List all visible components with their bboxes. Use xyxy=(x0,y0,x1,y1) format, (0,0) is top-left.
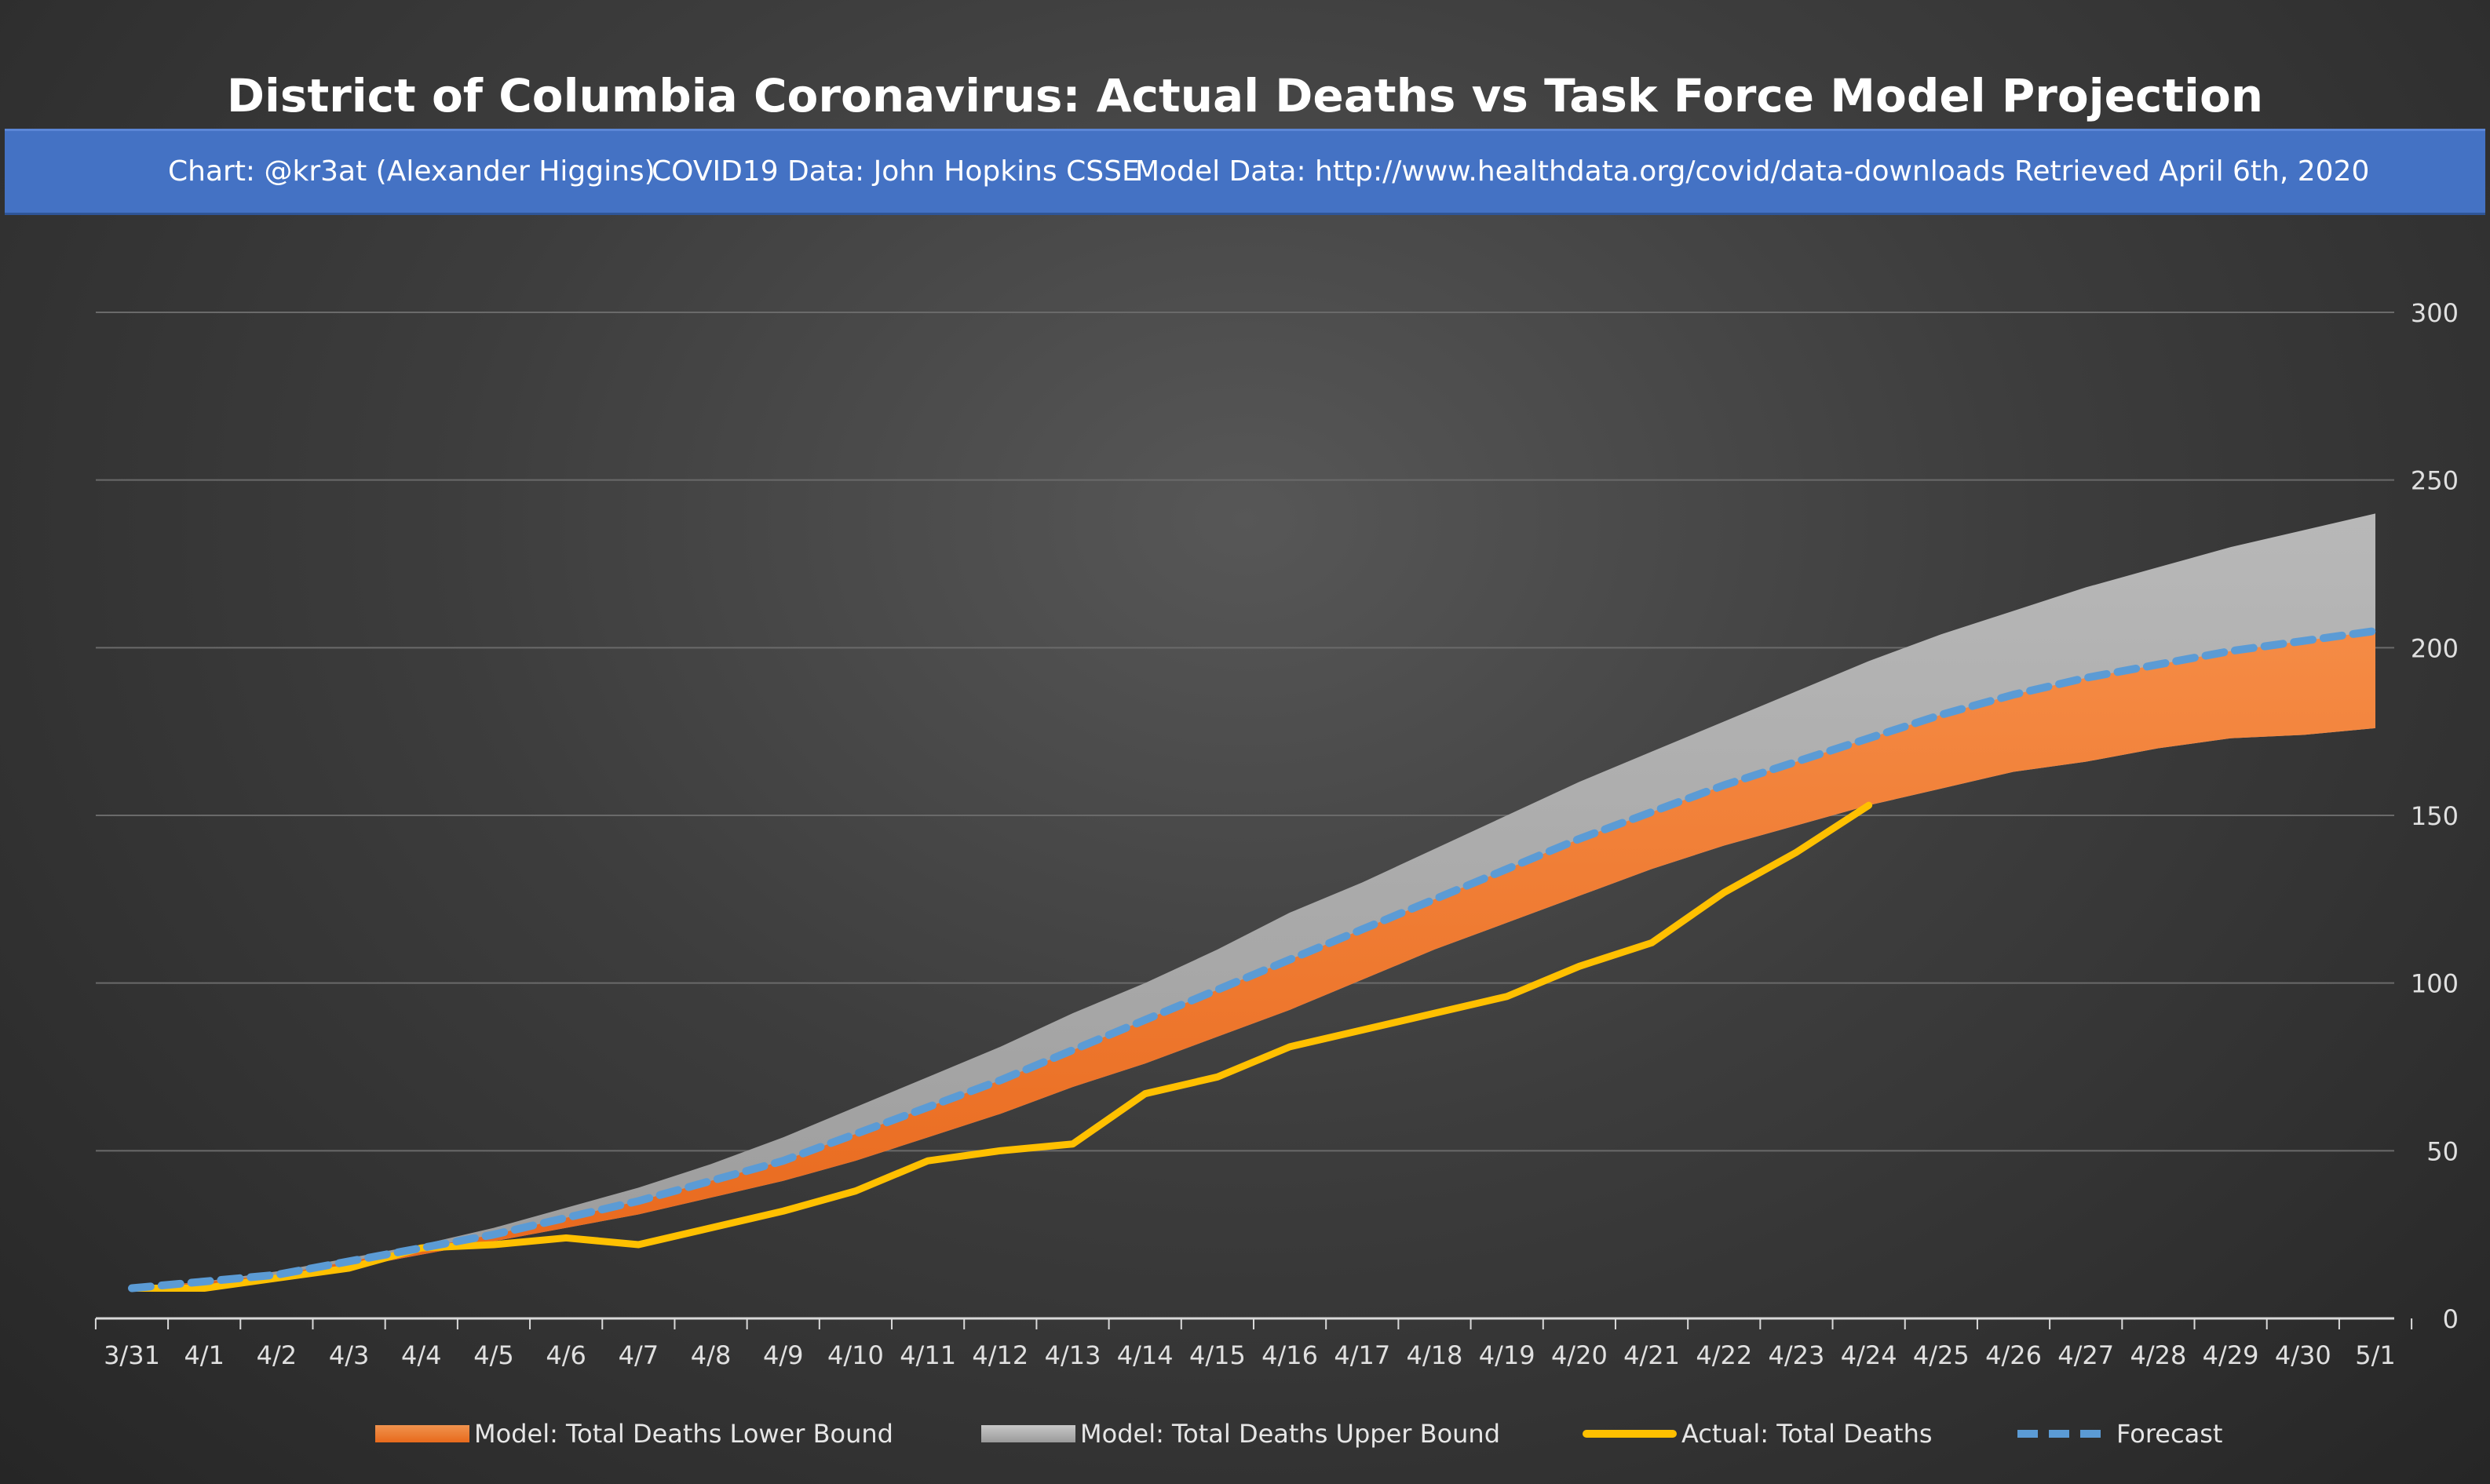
x-tick-label-4-9: 4/9 xyxy=(763,1340,804,1370)
legend-forecast-label: Forecast xyxy=(2116,1419,2223,1449)
x-tick-label-4-14: 4/14 xyxy=(1117,1340,1174,1370)
x-tick-label-4-20: 4/20 xyxy=(1551,1340,1608,1370)
x-tick-label-4-2: 4/2 xyxy=(257,1340,298,1370)
x-tick-label-4-13: 4/13 xyxy=(1045,1340,1101,1370)
legend-upper-bound-label: Model: Total Deaths Upper Bound xyxy=(1080,1419,1501,1449)
y-tick-label-150: 150 xyxy=(2411,801,2459,831)
data-credit: COVID19 Data: John Hopkins CSSE xyxy=(652,155,1140,188)
x-tick-label-4-7: 4/7 xyxy=(619,1340,659,1370)
legend-actual-label: Actual: Total Deaths xyxy=(1681,1419,1933,1449)
y-tick-label-200: 200 xyxy=(2411,633,2459,663)
x-tick-label-4-29: 4/29 xyxy=(2203,1340,2259,1370)
legend-upper-bound-swatch xyxy=(981,1425,1075,1442)
x-tick-label-4-28: 4/28 xyxy=(2130,1340,2186,1370)
legend-actual: Actual: Total Deaths xyxy=(1583,1413,1933,1455)
x-tick-label-4-30: 4/30 xyxy=(2275,1340,2331,1370)
legend-actual-swatch xyxy=(1583,1430,1677,1438)
x-tick-label-4-5: 4/5 xyxy=(473,1340,514,1370)
x-tick-label-4-19: 4/19 xyxy=(1479,1340,1535,1370)
x-tick-label-4-26: 4/26 xyxy=(1985,1340,2042,1370)
x-tick-label-4-27: 4/27 xyxy=(2057,1340,2114,1370)
x-tick-label-4-18: 4/18 xyxy=(1407,1340,1463,1370)
y-tick-label-300: 300 xyxy=(2411,298,2459,328)
x-tick-label-4-25: 4/25 xyxy=(1913,1340,1970,1370)
chart-credit: Chart: @kr3at (Alexander Higgins) xyxy=(168,155,655,188)
x-tick-label-4-1: 4/1 xyxy=(184,1340,225,1370)
series-line-forecast xyxy=(128,626,2379,1293)
legend-lower-bound: Model: Total Deaths Lower Bound xyxy=(375,1413,893,1455)
legend-lower-bound-swatch xyxy=(375,1425,469,1442)
chart-title: District of Columbia Coronavirus: Actual… xyxy=(226,69,2264,122)
x-tick-label-4-24: 4/24 xyxy=(1841,1340,1897,1370)
x-tick-label-4-11: 4/11 xyxy=(900,1340,956,1370)
x-tick-label-4-16: 4/16 xyxy=(1261,1340,1318,1370)
x-tick-label-4-15: 4/15 xyxy=(1189,1340,1246,1370)
y-tick-label-250: 250 xyxy=(2411,466,2459,496)
y-tick-label-100: 100 xyxy=(2411,969,2459,999)
x-tick-label-4-3: 4/3 xyxy=(329,1340,370,1370)
x-tick-label-4-8: 4/8 xyxy=(691,1340,732,1370)
x-tick-label-4-22: 4/22 xyxy=(1696,1340,1752,1370)
series-line-actual xyxy=(128,801,1873,1293)
legend-forecast-swatch xyxy=(2017,1430,2112,1438)
x-tick-label-3-31: 3/31 xyxy=(104,1340,160,1370)
x-tick-label-4-12: 4/12 xyxy=(972,1340,1028,1370)
area-upper-bound xyxy=(132,513,2375,1289)
x-tick-label-4-17: 4/17 xyxy=(1334,1340,1390,1370)
y-tick-label-0: 0 xyxy=(2443,1304,2459,1334)
x-tick-label-4-23: 4/23 xyxy=(1769,1340,1825,1370)
legend-lower-bound-label: Model: Total Deaths Lower Bound xyxy=(474,1419,893,1449)
credits-banner: Chart: @kr3at (Alexander Higgins) COVID1… xyxy=(5,129,2485,215)
legend-upper-bound: Model: Total Deaths Upper Bound xyxy=(981,1413,1500,1455)
area-lower-bound xyxy=(132,630,2375,1289)
x-tick-label-4-10: 4/10 xyxy=(827,1340,884,1370)
y-tick-label-50: 50 xyxy=(2426,1136,2459,1166)
x-tick-label-4-21: 4/21 xyxy=(1623,1340,1680,1370)
legend-forecast: Forecast xyxy=(2017,1413,2222,1455)
x-tick-label-5-1: 5/1 xyxy=(2355,1340,2396,1370)
x-tick-label-4-4: 4/4 xyxy=(401,1340,442,1370)
x-tick-label-4-6: 4/6 xyxy=(546,1340,586,1370)
model-credit: Model Data: http://www.healthdata.org/co… xyxy=(1135,155,2370,188)
